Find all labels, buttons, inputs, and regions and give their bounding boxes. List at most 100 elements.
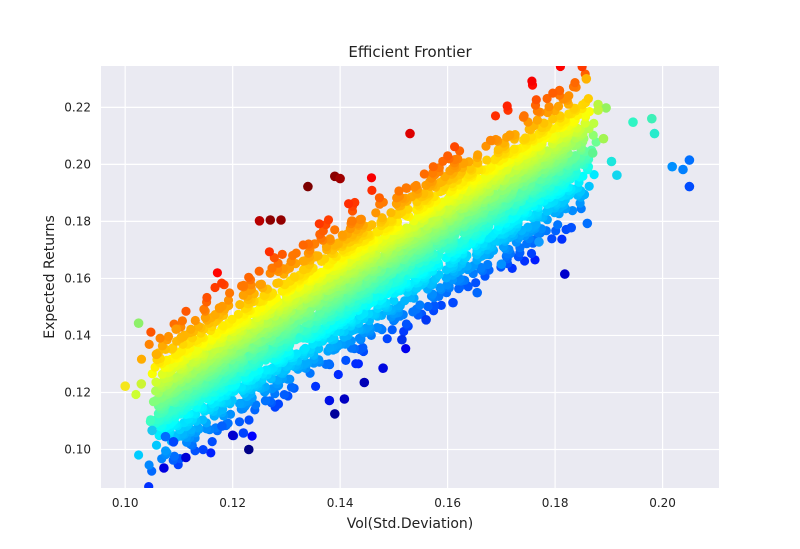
data-point (678, 164, 688, 175)
y-tick-label: 0.22 (64, 100, 91, 114)
data-point (415, 300, 425, 310)
y-tick-label: 0.12 (64, 385, 91, 399)
data-point (405, 128, 415, 139)
data-point (553, 101, 564, 111)
data-point (485, 135, 496, 145)
data-point (260, 396, 270, 406)
data-point (177, 316, 187, 326)
data-point (244, 444, 254, 455)
data-point (584, 107, 595, 117)
data-point (199, 304, 209, 314)
data-point (450, 142, 460, 152)
data-point (441, 273, 451, 283)
data-point (339, 394, 350, 404)
data-points (120, 74, 695, 473)
data-point (372, 323, 382, 333)
data-point (254, 216, 265, 226)
data-point (151, 377, 161, 387)
data-point (300, 343, 310, 353)
data-point (520, 133, 530, 143)
data-point (593, 105, 603, 115)
data-point (146, 327, 156, 337)
data-point (547, 234, 557, 244)
data-point (387, 325, 397, 335)
data-point (190, 315, 200, 326)
data-point (238, 428, 249, 438)
data-point (314, 219, 324, 229)
data-point (217, 278, 227, 288)
data-point (588, 130, 598, 140)
data-point (181, 306, 191, 316)
data-point (210, 282, 220, 293)
data-point (176, 332, 186, 342)
x-axis-label: Vol(Std.Deviation) (347, 516, 474, 532)
data-point (606, 156, 617, 167)
point-cloud (131, 66, 601, 488)
y-tick-label: 0.20 (64, 157, 91, 171)
data-point (598, 133, 609, 144)
x-tick-label: 0.18 (542, 496, 569, 510)
data-point (159, 463, 169, 473)
data-point (214, 303, 224, 313)
x-tick-label: 0.12 (219, 496, 246, 510)
data-point (684, 181, 695, 192)
data-point (131, 389, 141, 400)
data-point (601, 103, 611, 113)
data-point (144, 482, 154, 488)
data-point (148, 397, 159, 407)
data-point (401, 344, 411, 354)
data-point (583, 94, 594, 104)
data-point (344, 199, 354, 209)
data-point (200, 313, 210, 323)
data-point (566, 222, 576, 233)
data-point (133, 318, 144, 329)
data-point (238, 290, 248, 300)
data-point (244, 415, 254, 425)
data-point (169, 451, 179, 461)
data-point (311, 381, 321, 391)
data-point (265, 215, 276, 225)
data-point (235, 398, 245, 409)
data-point (649, 128, 660, 139)
data-point (163, 331, 174, 342)
data-point (347, 216, 357, 226)
data-point (474, 165, 484, 175)
data-point (397, 334, 407, 345)
x-tick-label: 0.14 (327, 496, 354, 510)
data-point (234, 417, 245, 427)
data-point (394, 186, 404, 196)
data-point (570, 78, 580, 88)
data-point (325, 234, 335, 244)
data-point (392, 193, 402, 203)
data-point (147, 425, 157, 436)
data-point (171, 324, 181, 335)
data-point (337, 230, 347, 240)
data-point (279, 390, 289, 400)
data-point (423, 301, 433, 312)
data-point (582, 218, 593, 229)
data-point (227, 430, 238, 441)
data-point (401, 183, 411, 193)
data-point (218, 321, 228, 331)
x-tick-label: 0.16 (434, 496, 461, 510)
data-point (244, 272, 254, 282)
data-point (261, 365, 271, 375)
data-point (400, 296, 410, 306)
data-point (476, 262, 486, 273)
data-point (684, 155, 695, 165)
data-point (435, 283, 445, 293)
data-point (134, 450, 144, 460)
data-point (473, 150, 483, 160)
data-point (202, 292, 212, 303)
data-point (186, 324, 196, 334)
data-point (276, 215, 286, 225)
data-point (146, 415, 156, 425)
data-point (335, 173, 345, 184)
data-point (144, 460, 154, 470)
data-point (490, 111, 501, 121)
data-point (584, 181, 594, 191)
data-point (542, 93, 552, 104)
y-tick-label: 0.10 (64, 443, 91, 457)
data-point (303, 181, 313, 192)
data-point (589, 170, 599, 180)
